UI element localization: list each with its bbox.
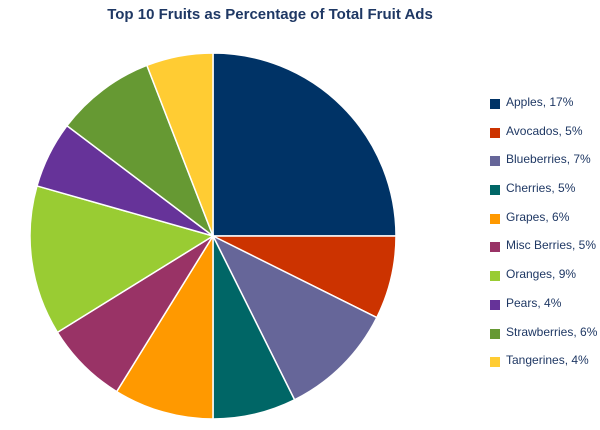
legend-label-0: Apples, 17% [506, 95, 574, 109]
legend-item-0: Apples, 17% [490, 96, 596, 125]
legend-swatch-3 [490, 185, 500, 196]
legend-swatch-5 [490, 242, 500, 253]
legend-swatch-1 [490, 127, 500, 138]
pie-slice-9 [145, 52, 214, 237]
pie-slice-0 [212, 52, 397, 237]
legend-item-8: Strawberries, 6% [490, 324, 598, 355]
legend-swatch-7 [490, 299, 500, 310]
legend-item-9: Tangerines, 4% [490, 354, 596, 383]
legend-label-4: Grapes, 6% [506, 209, 570, 224]
legend-swatch-4 [490, 213, 500, 224]
legend-item-1: Avocados, 5% [490, 123, 596, 154]
pie-slice-6 [29, 184, 215, 334]
pie-slice-8 [65, 64, 215, 239]
legend-swatch-0 [490, 99, 500, 109]
pie-slice-2 [211, 234, 378, 401]
legend-label-7: Pears, 4% [506, 295, 562, 310]
legend-item-2: Blueberries, 7% [490, 153, 596, 182]
legend-swatch-2 [490, 156, 500, 167]
legend-label-5: Misc Berries, 5% [506, 238, 597, 253]
legend-label-3: Cherries, 5% [506, 181, 576, 196]
legend-label-1: Avocados, 5% [506, 123, 583, 138]
legend-label-9: Tangerines, 4% [506, 353, 589, 368]
legend-item-5: Misc Berries, 5% [490, 239, 596, 268]
legend-swatch-9 [490, 357, 500, 368]
legend-label-6: Oranges, 9% [506, 267, 577, 282]
legend: Apples, 17% Avocados, 5% Blueberries, 7% Ch… [490, 96, 598, 383]
legend-swatch-6 [490, 271, 500, 282]
legend-item-7: Pears, 4% [490, 295, 596, 326]
legend-item-4: Grapes, 6% [490, 209, 596, 240]
legend-label-2: Blueberries, 7% [506, 152, 591, 167]
legend-label-8: Strawberries, 6% [506, 324, 598, 339]
legend-item-6: Oranges, 9% [490, 268, 596, 297]
chart-title: Top 10 Fruits as Percentage of Total Fru… [107, 6, 433, 23]
legend-item-3: Cherries, 5% [490, 182, 596, 211]
legend-swatch-8 [490, 328, 500, 339]
pie-slice-4 [115, 233, 214, 420]
